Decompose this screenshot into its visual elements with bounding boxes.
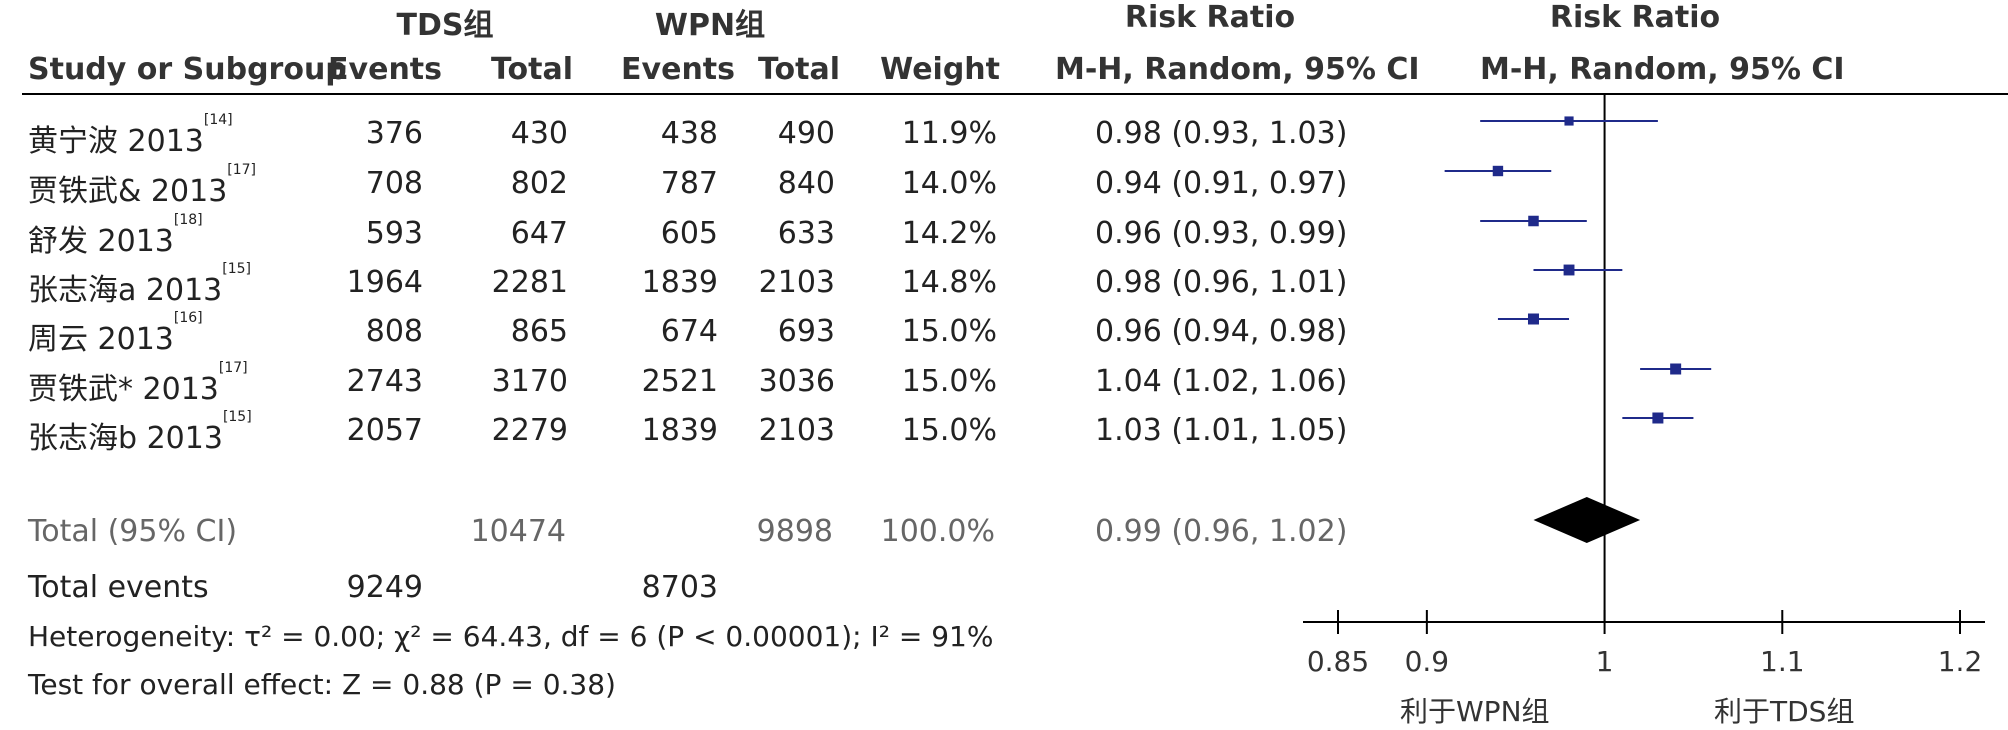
total2-cell: 490 [777, 116, 835, 151]
study-name: 黄宁波 2013[14] [28, 112, 233, 159]
events2-cell: 787 [660, 166, 718, 201]
study-name: 周云 2013[16] [28, 310, 203, 357]
ci-cell: 0.96 (0.93, 0.99) [1095, 216, 1348, 251]
heterogeneity-text: Heterogeneity: τ² = 0.00; χ² = 64.43, df… [28, 620, 994, 653]
study-marker [1670, 363, 1682, 375]
total1-header: Total [491, 52, 573, 87]
favours-right-label: 利于TDS组 [1714, 695, 1855, 728]
study-name: 舒发 2013[18] [28, 212, 203, 259]
total2-cell: 693 [777, 314, 835, 349]
x-tick-label: 1.2 [1937, 645, 1983, 678]
weight-cell: 14.8% [901, 265, 997, 300]
header-divider [22, 93, 2008, 95]
weight-cell: 15.0% [901, 364, 997, 399]
events2-cell: 674 [660, 314, 718, 349]
study-marker [1563, 264, 1575, 276]
events2-header: Events [621, 52, 735, 87]
group2-header: WPN组 [654, 8, 766, 43]
weight-cell: 15.0% [901, 413, 997, 448]
total1-cell: 2279 [491, 413, 568, 448]
ci-cell: 0.98 (0.96, 1.01) [1095, 265, 1348, 300]
total-ci: 0.99 (0.96, 1.02) [1095, 514, 1348, 549]
total1-cell: 3170 [491, 364, 568, 399]
weight-cell: 14.2% [901, 216, 997, 251]
study-name: 张志海b 2013[15] [28, 409, 252, 456]
events1-cell: 708 [365, 166, 423, 201]
rr-title-left: Risk Ratio [1124, 0, 1296, 35]
ci-cell: 0.98 (0.93, 1.03) [1095, 116, 1348, 151]
total-label: Total (95% CI) [28, 514, 238, 549]
total1-cell: 802 [510, 166, 568, 201]
total2-cell: 2103 [758, 413, 835, 448]
study-marker [1528, 215, 1539, 227]
events1-cell: 593 [365, 216, 423, 251]
weight-cell: 14.0% [901, 166, 997, 201]
total-weight: 100.0% [880, 514, 995, 549]
total2-cell: 3036 [758, 364, 835, 399]
study-marker [1492, 165, 1504, 177]
study-name: 贾铁武* 2013[17] [28, 360, 248, 407]
total1-cell: 2281 [491, 265, 568, 300]
events1-cell: 376 [365, 116, 423, 151]
x-tick-label: 1 [1595, 645, 1614, 678]
method-header-right: M-H, Random, 95% CI [1480, 52, 1845, 87]
weight-header: Weight [880, 52, 1000, 87]
total2-header: Total [758, 52, 840, 87]
favours-left-label: 利于WPN组 [1400, 695, 1550, 728]
events1-cell: 2057 [346, 413, 423, 448]
total2-cell: 633 [777, 216, 835, 251]
rr-title-right: Risk Ratio [1549, 0, 1721, 35]
total-events1: 9249 [346, 570, 423, 605]
total1-cell: 865 [510, 314, 568, 349]
ci-cell: 0.96 (0.94, 0.98) [1095, 314, 1348, 349]
events2-cell: 1839 [641, 265, 718, 300]
method-header-left: M-H, Random, 95% CI [1055, 52, 1420, 87]
study-column-header: Study or Subgroup [28, 52, 347, 87]
x-tick-label: 0.9 [1404, 645, 1450, 678]
total2-cell: 840 [777, 166, 835, 201]
study-name: 贾铁武& 2013[17] [28, 162, 257, 209]
ci-cell: 1.03 (1.01, 1.05) [1095, 413, 1348, 448]
study-marker [1564, 116, 1574, 126]
pooled-diamond [1533, 497, 1641, 543]
total-events2: 8703 [641, 570, 718, 605]
events1-header: Events [328, 52, 442, 87]
total2-cell: 2103 [758, 265, 835, 300]
weight-cell: 11.9% [901, 116, 997, 151]
total1-cell: 430 [510, 116, 568, 151]
total2-value: 9898 [756, 514, 833, 549]
events2-cell: 438 [660, 116, 718, 151]
ci-cell: 0.94 (0.91, 0.97) [1095, 166, 1348, 201]
ci-cell: 1.04 (1.02, 1.06) [1095, 364, 1348, 399]
weight-cell: 15.0% [901, 314, 997, 349]
events1-cell: 2743 [346, 364, 423, 399]
group1-header: TDS组 [396, 8, 494, 43]
study-name: 张志海a 2013[15] [28, 261, 252, 308]
total-events-label: Total events [28, 570, 209, 605]
events1-cell: 1964 [346, 265, 423, 300]
events2-cell: 605 [660, 216, 718, 251]
events2-cell: 1839 [641, 413, 718, 448]
x-tick-label: 1.1 [1760, 645, 1805, 678]
total1-value: 10474 [470, 514, 566, 549]
study-marker [1652, 412, 1664, 424]
events1-cell: 808 [365, 314, 423, 349]
x-tick-label: 0.85 [1306, 645, 1370, 678]
overall-effect-text: Test for overall effect: Z = 0.88 (P = 0… [28, 668, 616, 701]
total1-cell: 647 [510, 216, 568, 251]
study-marker [1527, 313, 1539, 325]
events2-cell: 2521 [641, 364, 718, 399]
